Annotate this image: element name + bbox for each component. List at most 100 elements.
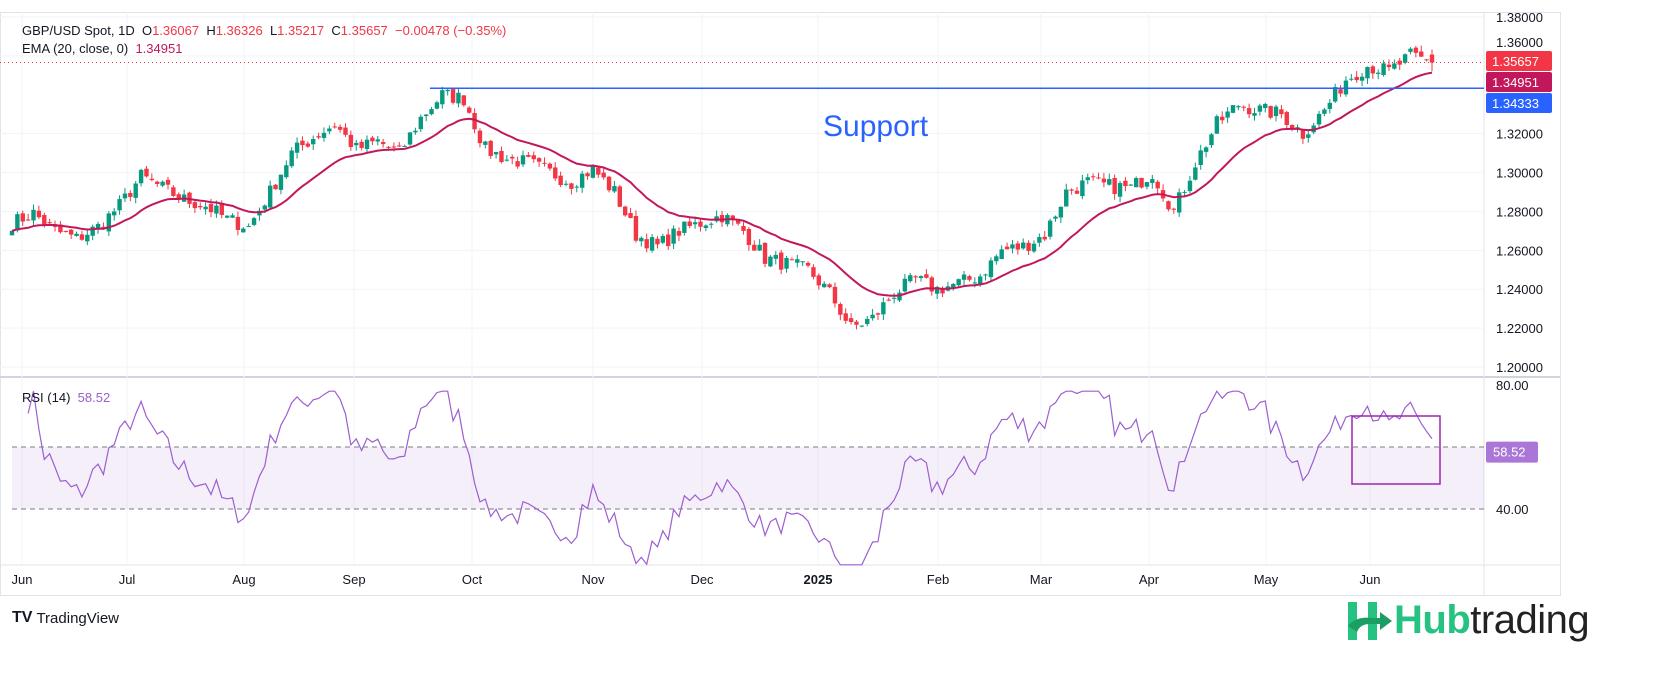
candle-body xyxy=(1338,89,1343,94)
candle-body xyxy=(1343,80,1349,95)
candle xyxy=(1263,102,1268,113)
candle-body xyxy=(1381,63,1386,76)
candle xyxy=(1117,180,1123,203)
candle-body xyxy=(666,234,671,247)
candle-body xyxy=(1386,64,1392,68)
candle xyxy=(633,210,639,243)
rsi-value: 58.52 xyxy=(77,390,111,405)
candle-body xyxy=(370,137,375,142)
candle xyxy=(1354,71,1359,83)
candle-body xyxy=(1171,208,1177,210)
candle xyxy=(483,140,488,149)
candle-body xyxy=(214,205,219,214)
candle-body xyxy=(639,237,644,242)
candle-body xyxy=(429,109,434,115)
candle-body xyxy=(515,161,520,167)
candle-body xyxy=(440,90,445,105)
ema-line xyxy=(11,71,1433,297)
candle xyxy=(364,135,370,153)
candle xyxy=(821,281,827,288)
candle-body xyxy=(9,230,15,236)
low-value: 1.35217 xyxy=(277,23,325,38)
candle-body xyxy=(1042,236,1047,240)
candle-body xyxy=(36,210,42,218)
candle xyxy=(1225,107,1230,123)
candle-body xyxy=(246,226,251,228)
candle xyxy=(1236,105,1241,111)
candle-body xyxy=(924,274,929,278)
candle xyxy=(1096,172,1101,180)
time-tick-label: Jul xyxy=(119,572,136,587)
candle xyxy=(865,316,870,327)
candle xyxy=(36,205,42,220)
candle-body xyxy=(628,213,633,218)
rsi-line xyxy=(27,390,1433,566)
candle xyxy=(1193,162,1198,181)
candle xyxy=(85,230,90,246)
candle-body xyxy=(407,132,413,145)
candle-body xyxy=(994,256,999,262)
candle-body xyxy=(1376,72,1381,74)
candle-body xyxy=(865,318,870,324)
candle-body xyxy=(305,143,311,147)
candle xyxy=(74,231,79,237)
candle-body xyxy=(757,244,762,251)
candle xyxy=(176,192,181,203)
time-tick-label: Aug xyxy=(232,572,255,587)
candle-body xyxy=(585,173,590,177)
candle xyxy=(789,257,795,261)
candle xyxy=(289,147,294,168)
price-badge-support xyxy=(1486,93,1552,113)
candle-body xyxy=(778,252,784,270)
candle-body xyxy=(870,314,875,319)
candle-body xyxy=(977,276,983,285)
candle-body xyxy=(940,288,945,294)
candle-body xyxy=(811,267,816,277)
candle-body xyxy=(224,215,230,218)
candle-body xyxy=(198,206,203,208)
candle xyxy=(666,228,671,250)
candle xyxy=(1273,104,1279,122)
candle xyxy=(1203,146,1209,158)
candle-body xyxy=(1004,246,1010,250)
candle xyxy=(311,135,316,150)
candle-body xyxy=(504,159,510,161)
candle-body xyxy=(68,229,74,235)
candle xyxy=(354,139,359,151)
candle-body xyxy=(698,221,703,227)
candle xyxy=(1419,45,1424,57)
candle xyxy=(327,125,332,135)
candle xyxy=(1332,83,1338,104)
candle-body xyxy=(1133,178,1139,188)
candle xyxy=(332,122,337,129)
candle-body xyxy=(563,183,569,185)
candle xyxy=(1327,99,1333,114)
candle xyxy=(413,127,418,135)
candle-body xyxy=(1074,190,1080,194)
candle-body xyxy=(536,158,542,162)
candle-body xyxy=(542,162,547,164)
candle xyxy=(251,216,257,227)
candle xyxy=(235,211,241,236)
symbol-label: GBP/USD Spot, 1D xyxy=(22,23,135,38)
candle xyxy=(138,168,144,187)
candle-body xyxy=(875,313,881,315)
candle xyxy=(1246,103,1252,119)
tradingview-logo[interactable]: TV TradingView xyxy=(12,609,119,627)
candle-body xyxy=(617,186,623,207)
candle-body xyxy=(1230,105,1236,113)
candle xyxy=(224,215,230,219)
candle xyxy=(1230,105,1236,114)
candle-body xyxy=(1182,191,1187,193)
candle-body xyxy=(402,145,407,147)
candle-body xyxy=(1090,176,1096,178)
candle xyxy=(843,308,848,324)
candle xyxy=(423,113,429,122)
candle xyxy=(854,319,859,330)
candle xyxy=(875,312,881,321)
candle xyxy=(1376,69,1381,80)
time-tick-label: Dec xyxy=(690,572,714,587)
candle xyxy=(230,213,235,218)
candle xyxy=(832,282,838,308)
